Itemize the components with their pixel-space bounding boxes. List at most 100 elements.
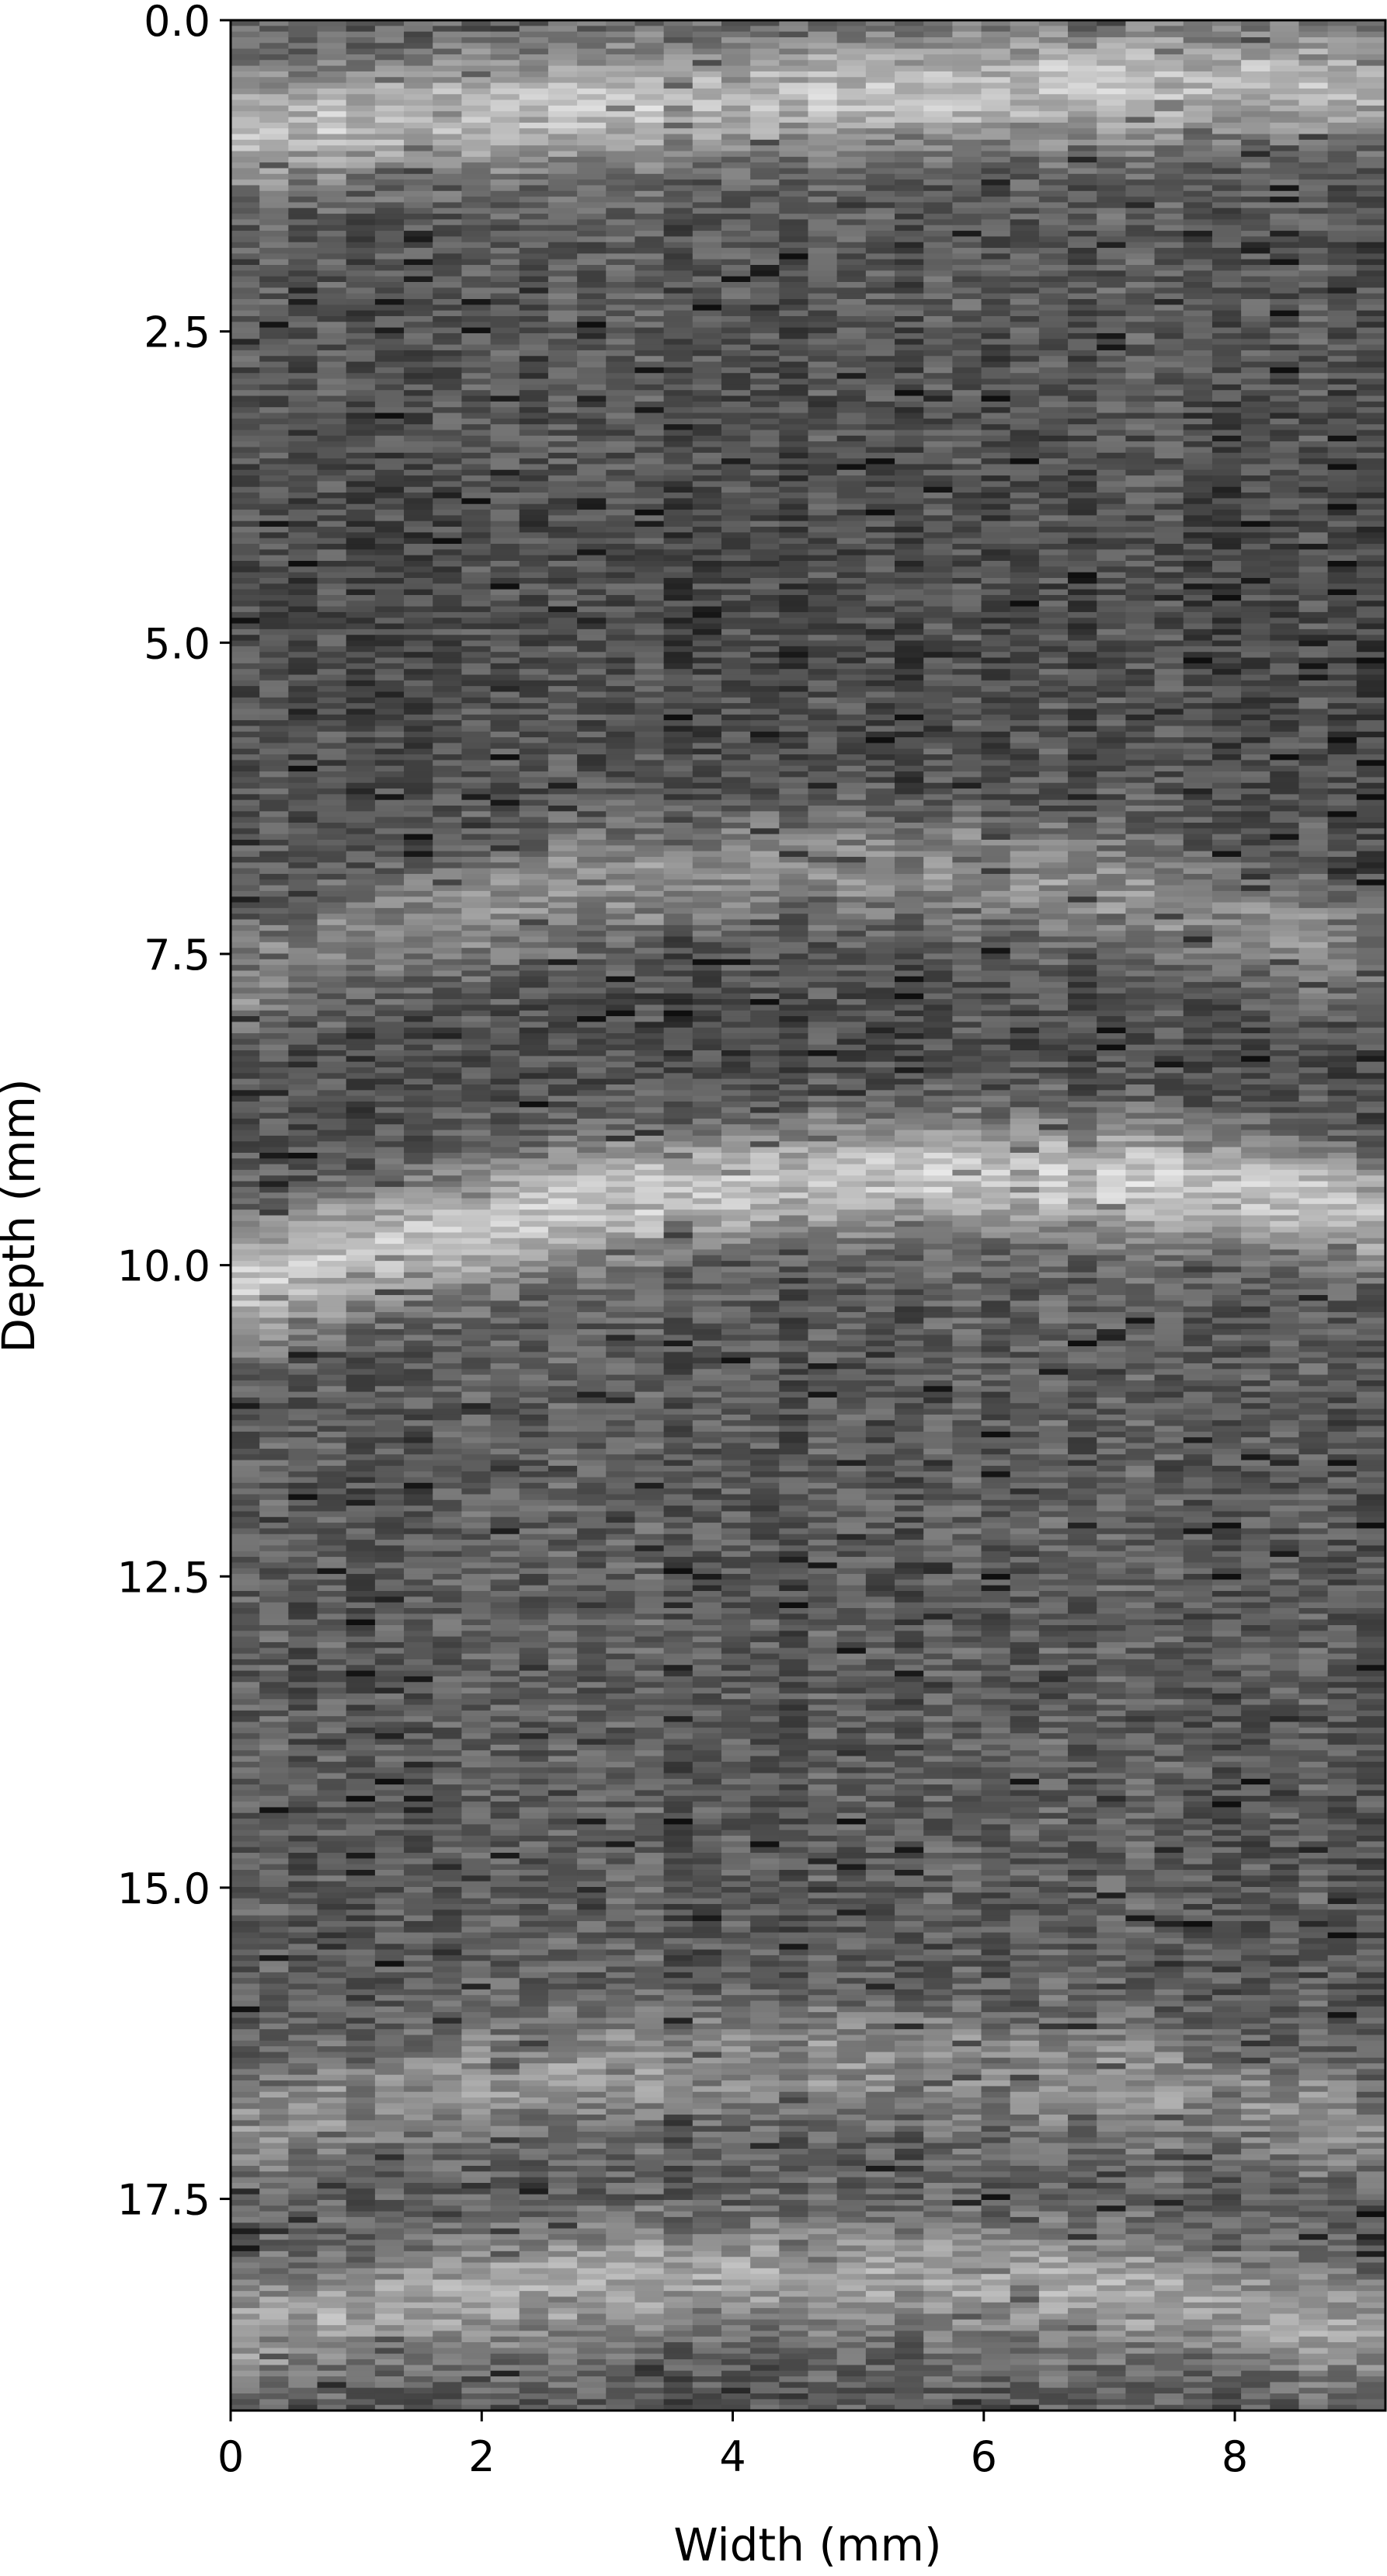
image-pixel	[259, 2029, 289, 2036]
image-pixel	[519, 1044, 549, 1051]
image-pixel	[259, 190, 289, 197]
image-pixel	[519, 1533, 549, 1540]
image-pixel	[346, 754, 376, 761]
image-pixel	[490, 1022, 520, 1029]
image-pixel	[231, 1272, 260, 1279]
image-pixel	[288, 2143, 318, 2150]
image-pixel	[519, 2285, 549, 2292]
image-pixel	[346, 1528, 376, 1535]
image-pixel	[519, 207, 549, 214]
image-pixel	[346, 2205, 376, 2212]
image-pixel	[548, 236, 578, 243]
image-pixel	[317, 315, 347, 322]
image-pixel	[259, 2000, 289, 2007]
image-pixel	[548, 1357, 578, 1364]
image-pixel	[461, 1761, 492, 1768]
image-pixel	[490, 1864, 520, 1871]
image-pixel	[519, 310, 549, 317]
image-pixel	[490, 1289, 520, 1296]
image-pixel	[346, 589, 376, 596]
image-pixel	[231, 185, 260, 192]
image-pixel	[374, 1670, 405, 1677]
image-pixel	[548, 435, 578, 442]
image-pixel	[374, 1903, 405, 1910]
image-pixel	[259, 669, 289, 676]
image-pixel	[404, 2279, 433, 2286]
image-pixel	[317, 1022, 347, 1029]
image-pixel	[317, 2223, 347, 2230]
image-pixel	[519, 993, 549, 1000]
image-pixel	[461, 1437, 492, 1444]
image-pixel	[461, 674, 492, 681]
image-pixel	[433, 1784, 462, 1791]
image-pixel	[404, 315, 433, 322]
image-pixel	[374, 1312, 405, 1318]
image-pixel	[519, 1095, 549, 1102]
image-pixel	[346, 2325, 376, 2332]
image-pixel	[490, 1112, 520, 1119]
image-pixel	[519, 680, 549, 687]
image-pixel	[288, 760, 318, 767]
image-pixel	[490, 674, 520, 681]
image-pixel	[346, 1807, 376, 1814]
image-pixel	[490, 714, 520, 721]
image-pixel	[231, 305, 260, 312]
image-pixel	[490, 1733, 520, 1740]
image-pixel	[490, 1363, 520, 1370]
image-pixel	[346, 1112, 376, 1119]
image-pixel	[433, 1778, 462, 1785]
image-pixel	[346, 1909, 376, 1916]
image-pixel	[259, 1210, 289, 1217]
image-pixel	[346, 794, 376, 801]
image-pixel	[288, 1437, 318, 1444]
image-pixel	[259, 2006, 289, 2013]
image-pixel	[346, 856, 376, 863]
image-pixel	[461, 2211, 492, 2218]
image-pixel	[374, 128, 405, 135]
image-pixel	[461, 2171, 492, 2178]
image-pixel	[288, 2279, 318, 2286]
image-pixel	[490, 1300, 520, 1307]
image-pixel	[433, 418, 462, 425]
image-pixel	[404, 1608, 433, 1614]
image-pixel	[490, 1056, 520, 1063]
image-pixel	[461, 2331, 492, 2338]
image-pixel	[317, 1733, 347, 1740]
image-pixel	[548, 1790, 578, 1797]
image-pixel	[231, 60, 260, 67]
image-pixel	[231, 1004, 260, 1011]
image-pixel	[404, 1841, 433, 1848]
image-pixel	[519, 37, 549, 44]
image-pixel	[259, 640, 289, 647]
image-pixel	[461, 1215, 492, 1222]
image-pixel	[461, 2029, 492, 2036]
image-pixel	[346, 452, 376, 459]
image-pixel	[317, 885, 347, 892]
image-pixel	[317, 1300, 347, 1307]
image-pixel	[346, 2165, 376, 2172]
image-pixel	[231, 1949, 260, 1956]
image-pixel	[519, 1761, 549, 1768]
image-pixel	[433, 2177, 462, 2184]
image-pixel	[259, 282, 289, 288]
image-pixel	[490, 583, 520, 590]
image-pixel	[259, 1158, 289, 1165]
image-pixel	[548, 1596, 578, 1603]
image-pixel	[288, 1318, 318, 1325]
image-pixel	[231, 214, 260, 221]
image-pixel	[231, 2097, 260, 2104]
image-pixel	[461, 657, 492, 664]
image-pixel	[519, 2211, 549, 2218]
image-pixel	[231, 532, 260, 539]
image-pixel	[490, 1192, 520, 1199]
image-pixel	[548, 2165, 578, 2172]
image-pixel	[231, 1585, 260, 1592]
image-pixel	[490, 305, 520, 312]
image-pixel	[259, 788, 289, 795]
image-pixel	[346, 128, 376, 135]
image-pixel	[317, 1790, 347, 1797]
image-pixel	[346, 720, 376, 727]
image-pixel	[519, 1027, 549, 1034]
image-pixel	[259, 2040, 289, 2047]
image-pixel	[433, 1608, 462, 1614]
